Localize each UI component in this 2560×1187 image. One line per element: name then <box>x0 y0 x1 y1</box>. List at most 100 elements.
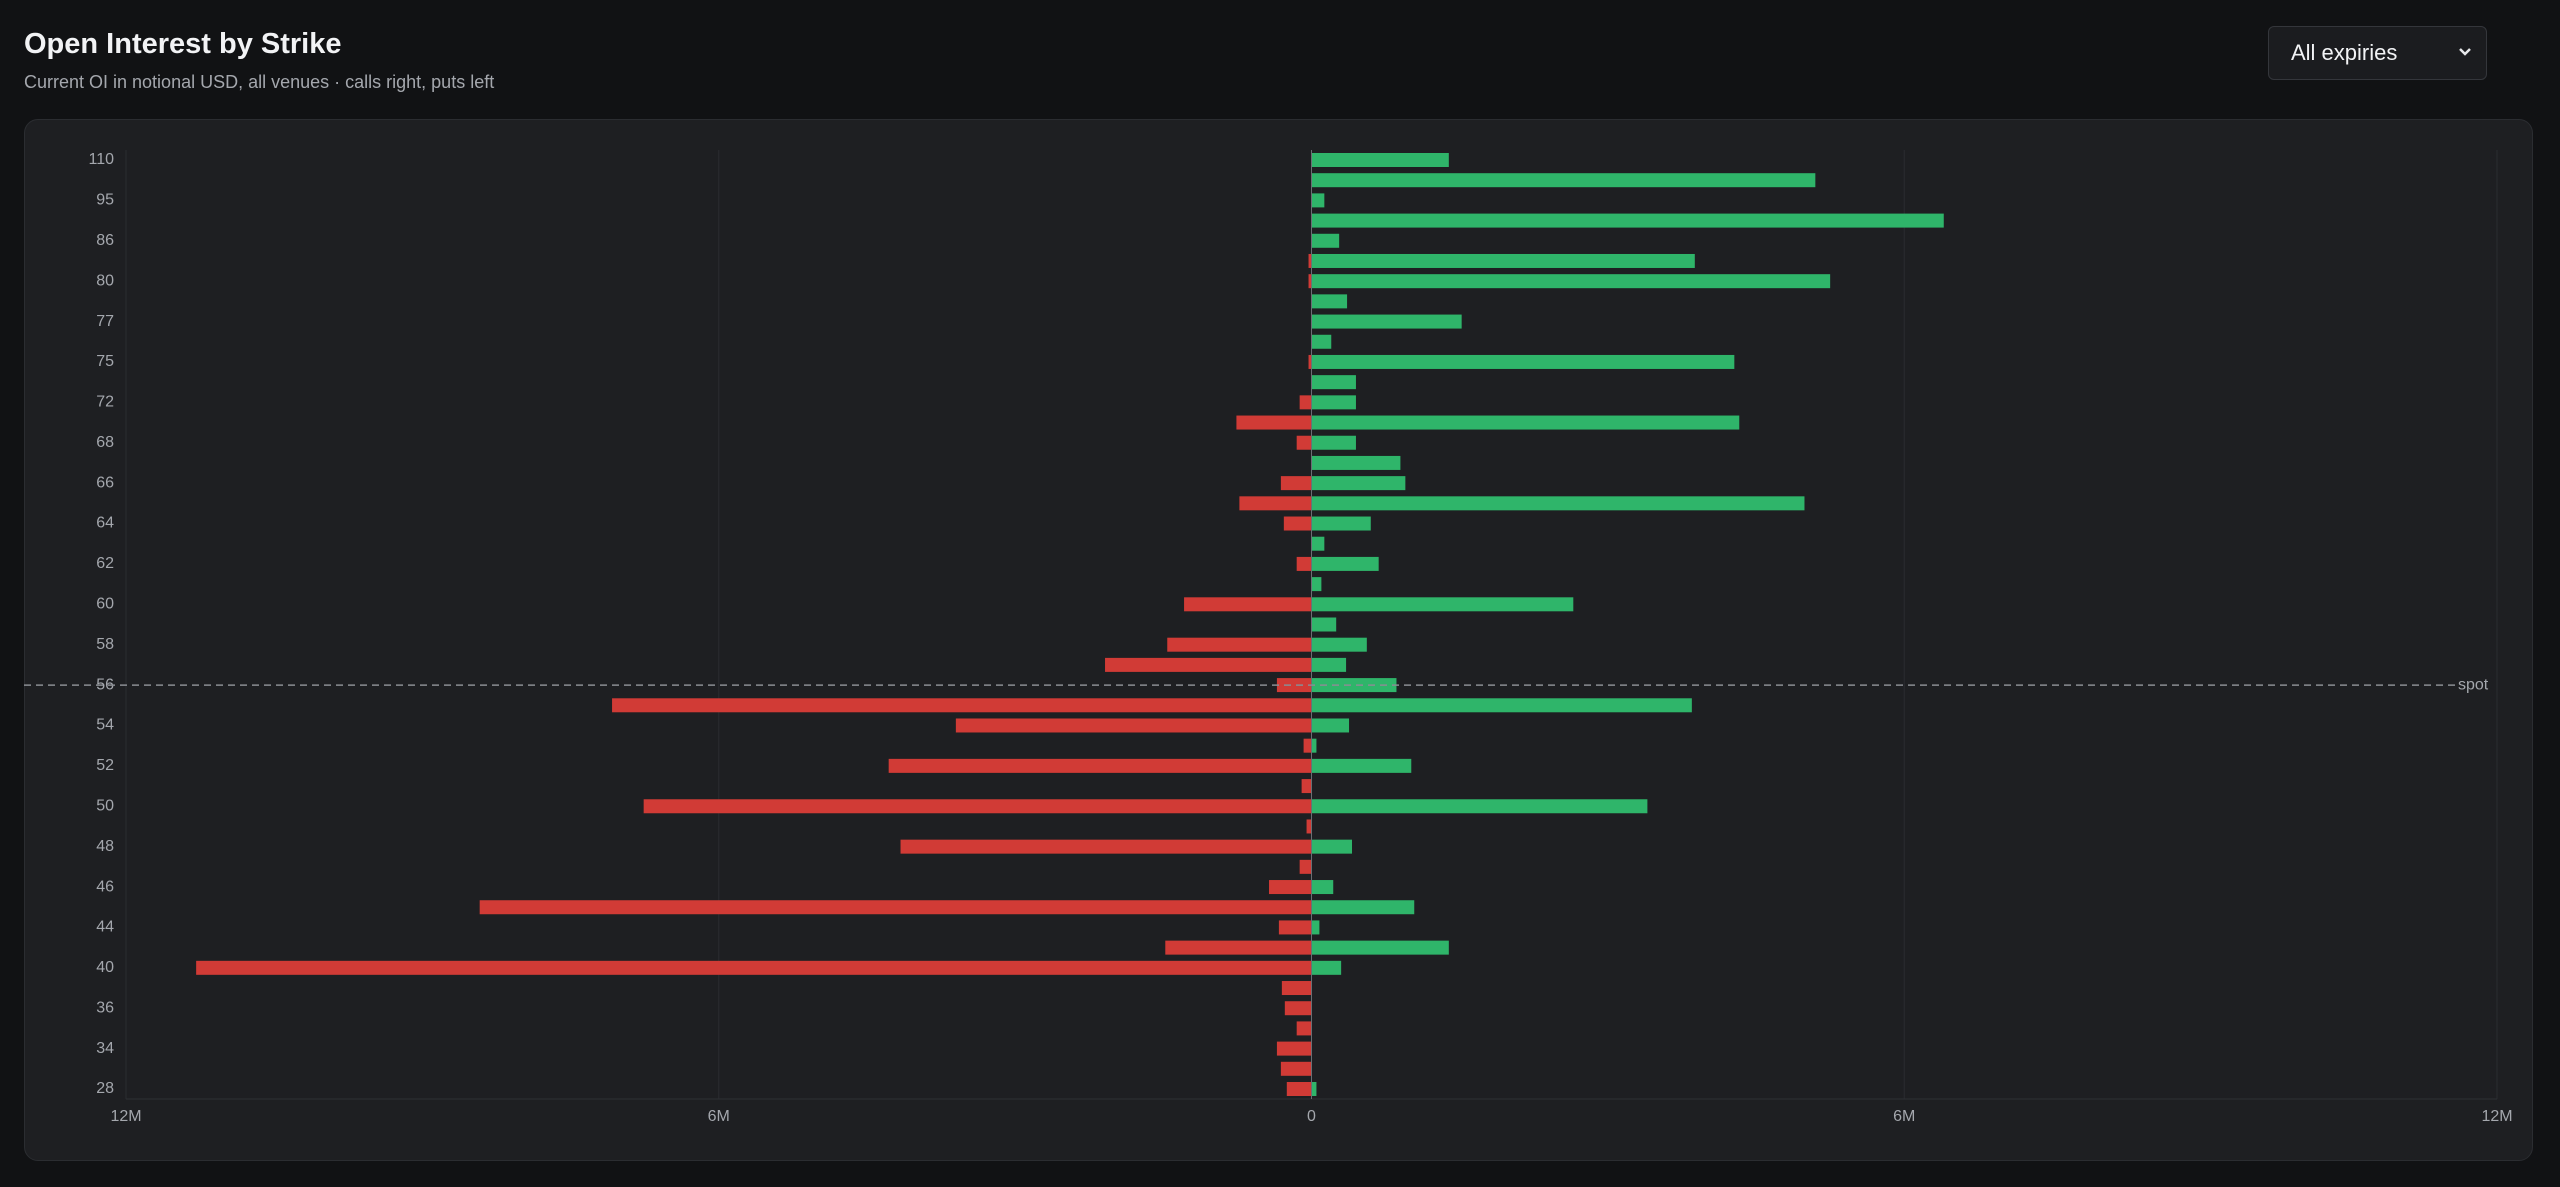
bar <box>1311 455 1401 470</box>
bar <box>1296 1021 1312 1036</box>
page-subtitle: Current OI in notional USD, all venues ·… <box>24 72 495 92</box>
y-tick-label: 52 <box>96 757 114 774</box>
bar <box>1311 294 1348 309</box>
y-tick-label: 77 <box>96 313 114 330</box>
bar <box>1311 678 1397 693</box>
bar <box>1236 415 1312 430</box>
bar <box>1311 940 1449 955</box>
bar <box>1280 1061 1312 1076</box>
bar <box>1311 253 1695 268</box>
bar <box>1311 698 1692 713</box>
bar <box>1311 597 1574 612</box>
bar <box>612 698 1312 713</box>
bar <box>1280 476 1312 491</box>
x-tick-label: 6M <box>1893 1108 1915 1125</box>
x-tick-label: 12M <box>110 1108 141 1125</box>
bar <box>1276 678 1312 693</box>
bar <box>1299 859 1312 874</box>
bar <box>1311 758 1412 773</box>
y-tick-label: 86 <box>96 232 114 249</box>
chevron-icon <box>2459 48 2471 56</box>
x-tick-label: 0 <box>1307 1108 1316 1125</box>
bar <box>196 960 1312 975</box>
bar <box>1311 637 1367 652</box>
page-title: Open Interest by Strike <box>24 28 342 60</box>
bar <box>1296 556 1312 571</box>
bar <box>1303 738 1312 753</box>
bar <box>1306 819 1312 834</box>
bar <box>1311 799 1648 814</box>
y-tick-label: 36 <box>96 999 114 1016</box>
y-tick-label: 64 <box>96 515 114 532</box>
bar <box>1311 375 1356 390</box>
bar <box>1284 1001 1312 1016</box>
bar <box>1239 496 1312 511</box>
y-tick-label: 68 <box>96 434 114 451</box>
y-tick-label: 44 <box>96 919 114 936</box>
bar <box>1276 1041 1312 1056</box>
bar <box>1311 415 1740 430</box>
bar <box>1311 395 1356 410</box>
bar <box>1311 657 1347 672</box>
y-tick-label: 58 <box>96 636 114 653</box>
bar <box>1311 556 1379 571</box>
y-tick-label: 54 <box>96 717 114 734</box>
y-tick-label: 110 <box>88 151 114 168</box>
y-tick-label: 46 <box>96 878 114 895</box>
x-tick-label: 6M <box>708 1108 730 1125</box>
bar <box>1286 1082 1312 1096</box>
bar <box>1311 718 1350 733</box>
bar <box>1311 920 1320 935</box>
bar <box>1308 274 1312 289</box>
y-tick-label: 72 <box>96 394 114 411</box>
y-tick-label: 48 <box>96 838 114 855</box>
bar <box>1311 233 1340 248</box>
bar <box>1311 1082 1317 1096</box>
bar <box>1311 314 1462 329</box>
spot-label: spot <box>2458 676 2489 693</box>
y-tick-label: 95 <box>96 192 114 209</box>
bar <box>1278 920 1312 935</box>
bar <box>1311 274 1831 289</box>
y-tick-label: 50 <box>96 797 114 814</box>
bar <box>1311 900 1415 915</box>
bar <box>1311 213 1944 228</box>
bar <box>1311 173 1816 188</box>
bar <box>1283 516 1312 531</box>
y-tick-label: 62 <box>96 555 114 572</box>
bar <box>1184 597 1312 612</box>
bar <box>1311 354 1735 369</box>
bar <box>479 900 1312 915</box>
bar <box>1311 435 1356 450</box>
bar <box>1311 960 1342 975</box>
y-tick-label: 66 <box>96 474 114 491</box>
y-tick-label: 34 <box>96 1040 114 1057</box>
bar <box>955 718 1312 733</box>
bar <box>1311 476 1406 491</box>
bar <box>1311 496 1805 511</box>
bar <box>1308 354 1312 369</box>
bar <box>643 799 1312 814</box>
x-tick-label: 12M <box>2481 1108 2512 1125</box>
bar <box>1311 516 1371 531</box>
bar <box>1165 940 1312 955</box>
bar <box>1167 637 1312 652</box>
bar <box>1308 253 1312 268</box>
bar <box>1299 395 1312 410</box>
bar <box>1269 880 1312 895</box>
bar <box>1311 536 1325 551</box>
bar <box>1301 779 1312 794</box>
bar <box>1105 657 1312 672</box>
bar <box>1296 435 1312 450</box>
bar <box>1311 880 1334 895</box>
bar <box>900 839 1312 854</box>
y-tick-label: 40 <box>96 959 114 976</box>
bar <box>1311 334 1332 349</box>
y-tick-label: 28 <box>96 1080 114 1097</box>
bar <box>1311 577 1322 592</box>
select-value[interactable]: All expiries <box>2291 40 2398 65</box>
expiry-select[interactable]: All expiries <box>2268 26 2487 80</box>
bar <box>1311 193 1325 208</box>
